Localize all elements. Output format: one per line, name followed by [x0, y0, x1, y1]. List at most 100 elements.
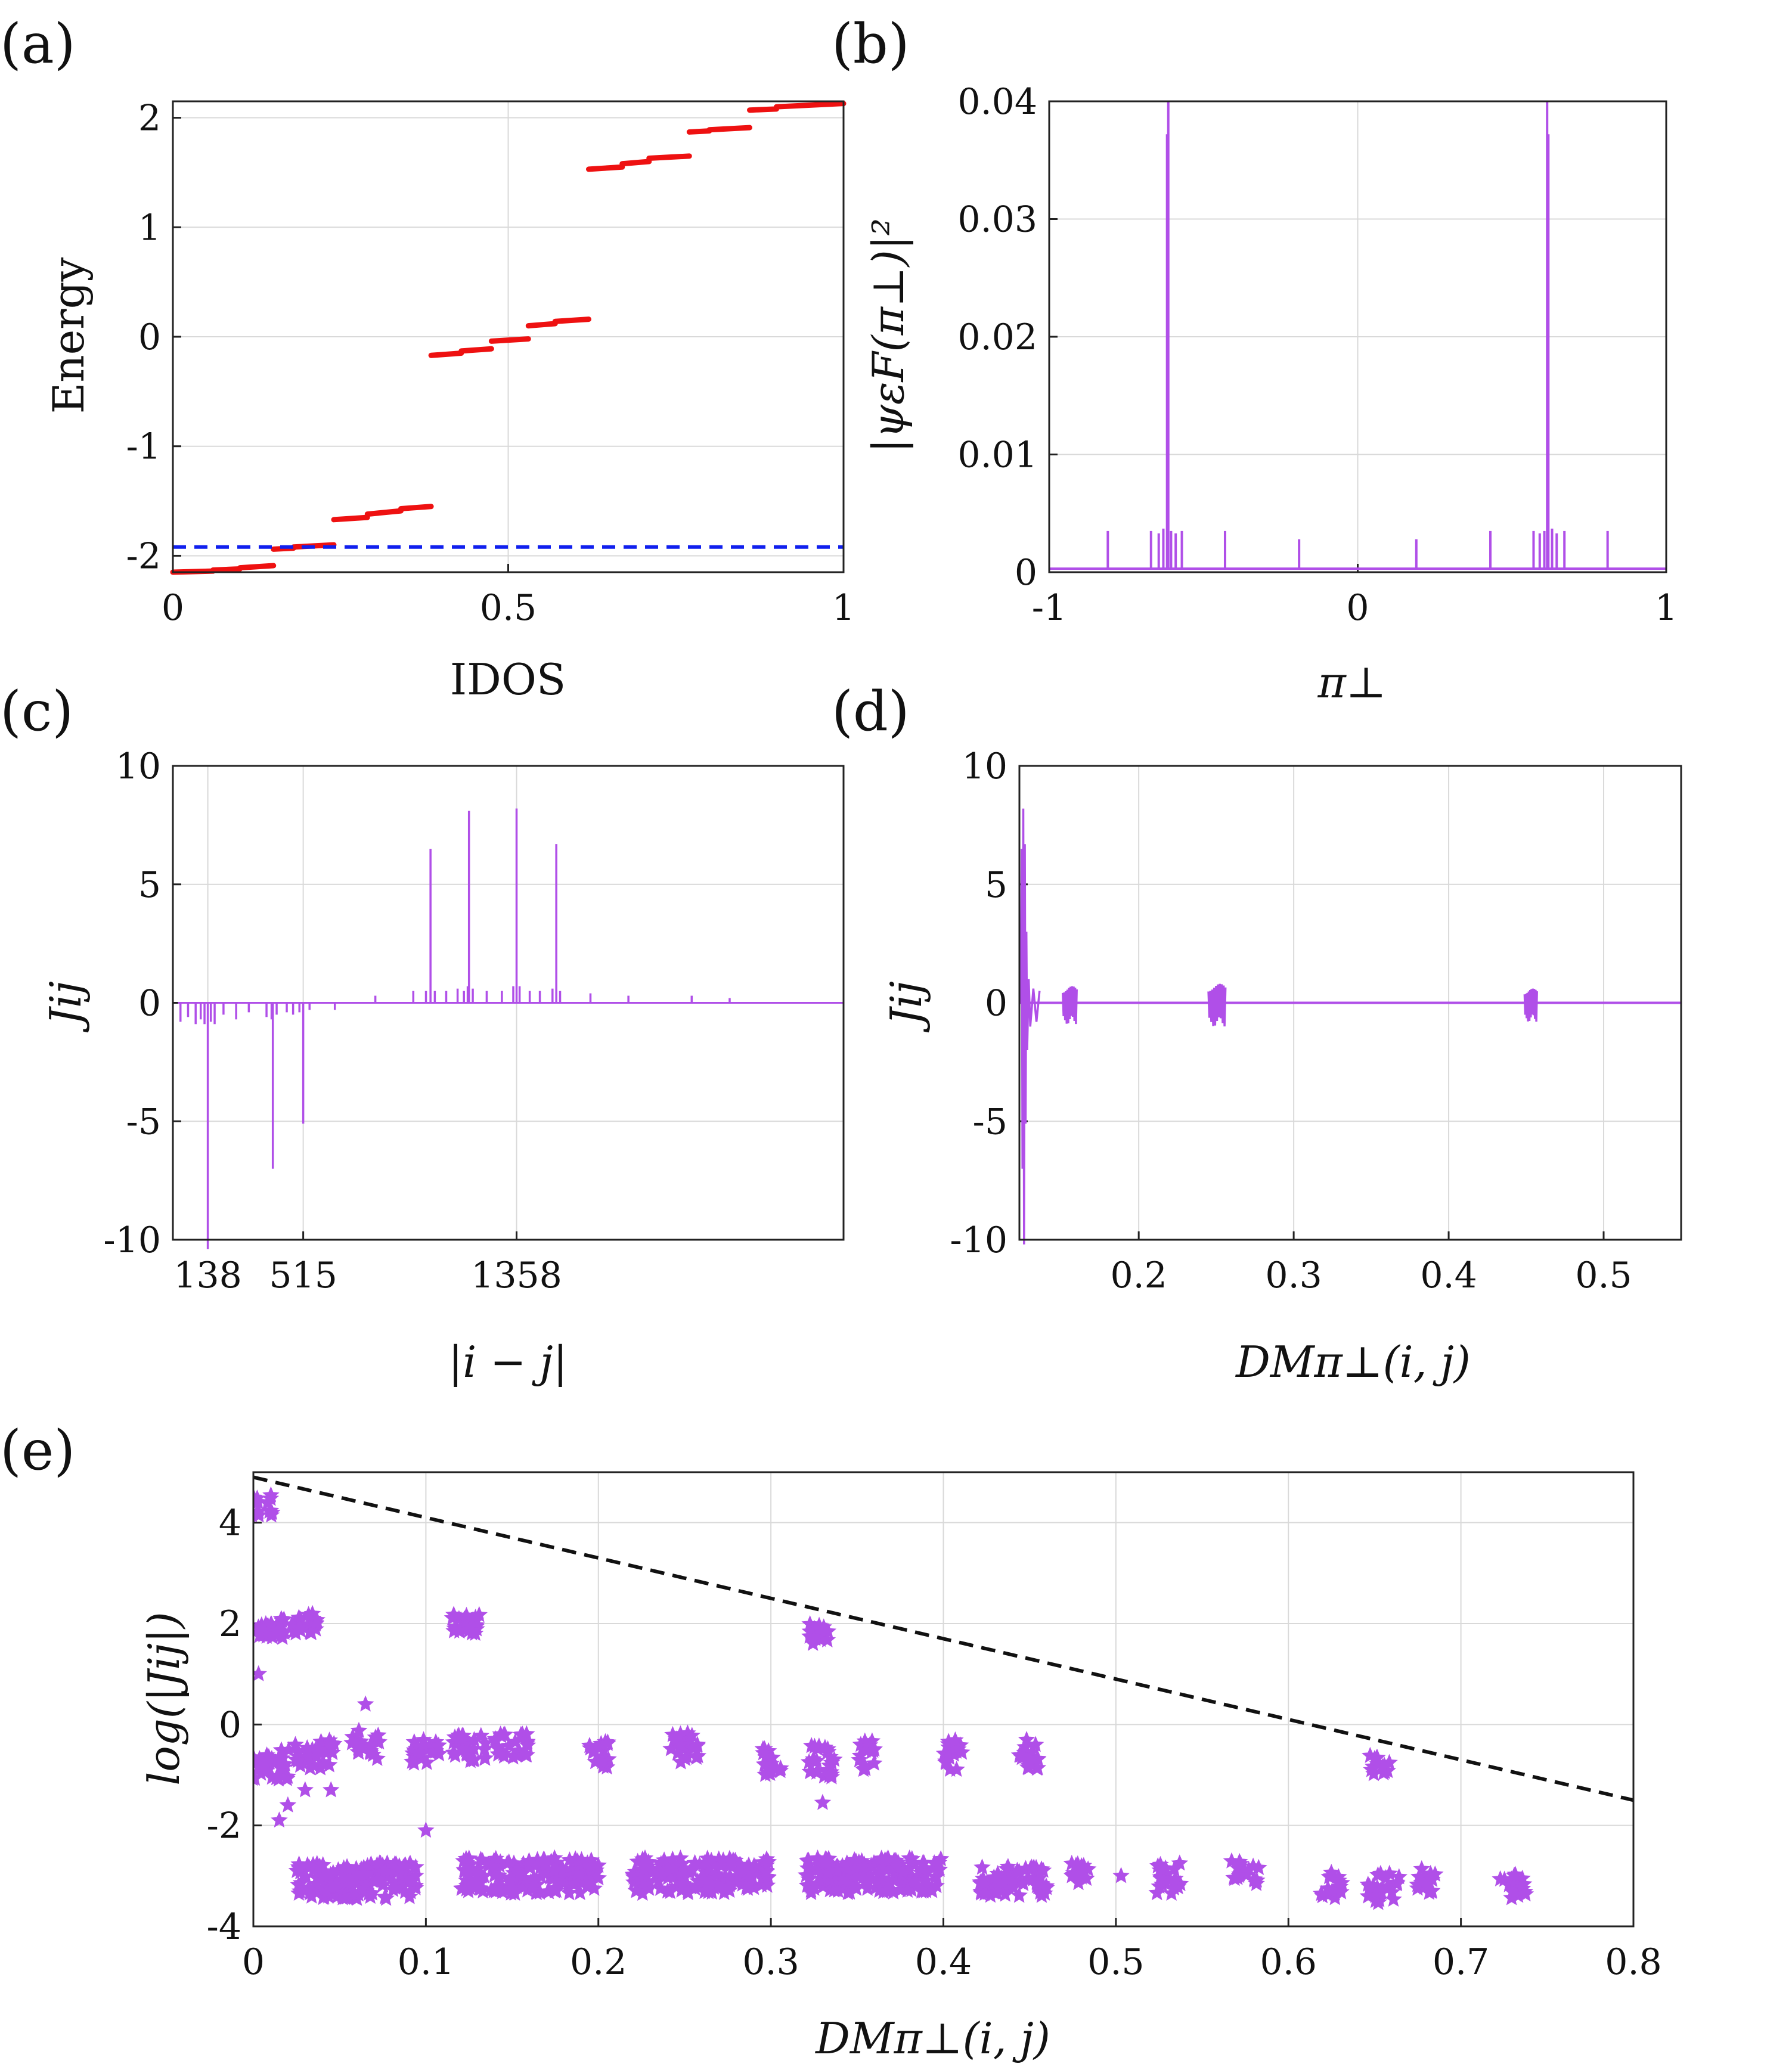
scatter-point — [299, 1739, 316, 1756]
scatter-point — [489, 1745, 507, 1762]
scatter-point — [799, 1859, 817, 1876]
scatter-point — [297, 1868, 315, 1885]
energy-step-10 — [488, 336, 531, 344]
scatter-point — [683, 1859, 700, 1876]
scatter-point — [1385, 1890, 1402, 1907]
scatter-point — [829, 1882, 847, 1898]
scatter-point — [402, 1883, 420, 1900]
scatter-point — [1023, 1859, 1040, 1876]
c-ytick-label: 0 — [138, 983, 161, 1025]
scatter-point — [1038, 1879, 1055, 1895]
scatter-point — [253, 1503, 266, 1520]
a-ytick-label: 2 — [138, 98, 161, 139]
energy-step-9 — [458, 346, 494, 354]
panel-c: (c) 138 515 1358 -10 -5 0 5 10 |i − j| Jij — [0, 679, 845, 1387]
scatter-point — [456, 1862, 474, 1879]
scatter-point — [913, 1882, 930, 1899]
scatter-point — [255, 1756, 272, 1773]
plot-area-b: -1 0 100.010.020.030.04 — [957, 81, 1678, 629]
coupling-burst-0 — [1062, 986, 1078, 1025]
e-xtick-label: 0.3 — [742, 1941, 799, 1983]
scatter-point — [931, 1860, 948, 1877]
panel-label-b: (b) — [832, 12, 910, 76]
scatter-point — [1024, 1870, 1041, 1886]
scatter-point — [1374, 1758, 1391, 1774]
scatter-point — [1505, 1867, 1523, 1883]
scatter-point — [593, 1753, 611, 1770]
scatter-point — [879, 1882, 896, 1898]
scatter-point — [683, 1727, 700, 1743]
scatter-point — [799, 1852, 816, 1869]
scatter-point — [855, 1857, 873, 1874]
energy-step-2 — [237, 563, 277, 571]
scatter-point — [720, 1878, 737, 1895]
scatter-point — [504, 1748, 522, 1765]
scatter-point — [1250, 1858, 1267, 1875]
scatter-point — [819, 1864, 836, 1881]
scatter-point — [1517, 1885, 1534, 1902]
energy-step-6 — [364, 508, 404, 517]
scatter-point — [851, 1751, 868, 1768]
scatter-point — [899, 1881, 916, 1898]
d-ytick-label: 10 — [962, 746, 1007, 787]
energy-step-8 — [428, 350, 464, 358]
scatter-point — [859, 1871, 877, 1888]
energy-step-14 — [619, 159, 652, 167]
scatter-point — [501, 1871, 519, 1888]
d-xtick-label: 0.3 — [1265, 1255, 1322, 1296]
b-xtick-label: 1 — [1655, 587, 1678, 629]
b-ytick-label: 0.02 — [957, 316, 1037, 358]
scatter-point — [368, 1871, 386, 1888]
scatter-point — [535, 1851, 553, 1868]
scatter-point — [322, 1866, 339, 1882]
b-ytick-label: 0.04 — [957, 81, 1037, 123]
scatter-point — [865, 1754, 883, 1771]
scatter-point — [731, 1856, 749, 1873]
xlabel-e: DMπ⊥(i, j) — [814, 2013, 1050, 2063]
energy-step-17 — [706, 125, 752, 133]
a-xtick-label: 0 — [162, 587, 184, 629]
scatter-point — [447, 1746, 464, 1763]
scatter-point — [1379, 1762, 1396, 1779]
d-xtick-label: 0.2 — [1110, 1255, 1167, 1296]
ylabel-a: Energy — [44, 257, 94, 414]
scatter-point — [561, 1851, 578, 1868]
scatter-point — [845, 1851, 863, 1867]
scatter-point — [677, 1861, 694, 1878]
c-xtick-label: 138 — [173, 1255, 242, 1296]
scatter-point — [586, 1742, 604, 1759]
scatter-point — [253, 1665, 267, 1681]
scatter-point — [873, 1849, 890, 1866]
scatter-points — [253, 1486, 1534, 1910]
scatter-point — [755, 1744, 772, 1761]
scatter-point — [280, 1741, 297, 1758]
scatter-point — [308, 1748, 325, 1764]
ylabel-d: Jij — [881, 981, 931, 1033]
scatter-point — [674, 1876, 692, 1892]
scatter-point — [1505, 1883, 1523, 1900]
ylabel-b: |ψεF(π⊥)|² — [863, 218, 913, 453]
scatter-point — [546, 1849, 563, 1866]
scatter-point — [289, 1752, 306, 1768]
c-ytick-label: -5 — [126, 1101, 161, 1143]
scatter-point — [386, 1879, 404, 1895]
scatter-point — [305, 1861, 322, 1878]
scatter-point — [1323, 1867, 1340, 1884]
scatter-point — [803, 1737, 820, 1754]
scatter-point — [370, 1726, 387, 1743]
scatter-point — [1021, 1753, 1038, 1770]
scatter-point — [973, 1858, 991, 1875]
c-xtick-label: 1358 — [471, 1255, 562, 1296]
scatter-point — [696, 1871, 713, 1888]
scatter-point — [506, 1884, 523, 1901]
scatter-point — [1013, 1749, 1031, 1765]
scatter-point — [590, 1869, 607, 1886]
scatter-point — [323, 1781, 340, 1798]
scatter-point — [740, 1869, 758, 1885]
scatter-point — [857, 1759, 874, 1776]
scatter-point — [635, 1866, 653, 1883]
scatter-point — [914, 1854, 932, 1871]
scatter-point — [490, 1866, 508, 1883]
d-xtick-label: 0.5 — [1575, 1255, 1632, 1296]
scatter-point — [1383, 1883, 1401, 1900]
